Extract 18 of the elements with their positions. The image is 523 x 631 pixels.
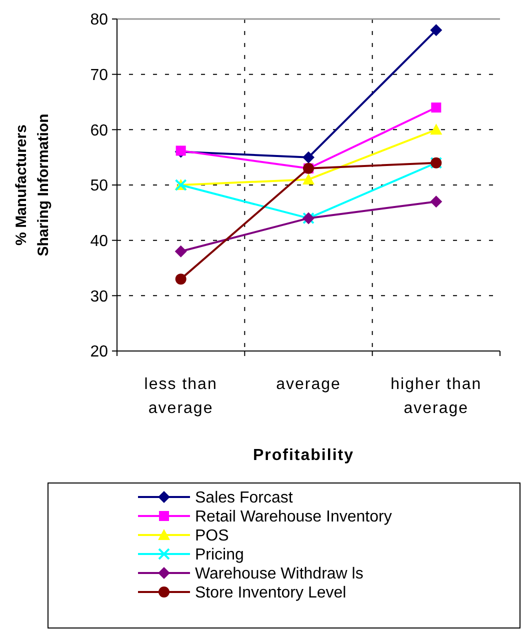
y-tick-label: 60 [90, 122, 108, 140]
x-tick-label: higher than average [390, 376, 482, 417]
legend-label: Pricing [195, 546, 244, 564]
x-tick-label: less than average [144, 376, 218, 417]
y-tick-label: 50 [90, 178, 108, 195]
y-tick-label: 80 [90, 12, 108, 29]
y-tick-label: 30 [90, 288, 108, 306]
y-tick-label: 20 [90, 344, 108, 361]
legend-label: POS [195, 528, 229, 545]
legend-label: Sales Forcast [195, 490, 294, 507]
x-tick-label: average [276, 376, 341, 393]
legend-label: Warehouse Withdraw ls [195, 566, 364, 583]
legend-label: Retail Warehouse Inventory [195, 508, 392, 526]
y-tick-label: 40 [90, 232, 108, 250]
y-axis-title: % Manufacturers Sharing Information [13, 114, 52, 256]
y-tick-label: 70 [90, 66, 108, 84]
x-axis-title: Profitability [252, 447, 354, 464]
legend-label: Store Inventory Level [195, 584, 346, 602]
